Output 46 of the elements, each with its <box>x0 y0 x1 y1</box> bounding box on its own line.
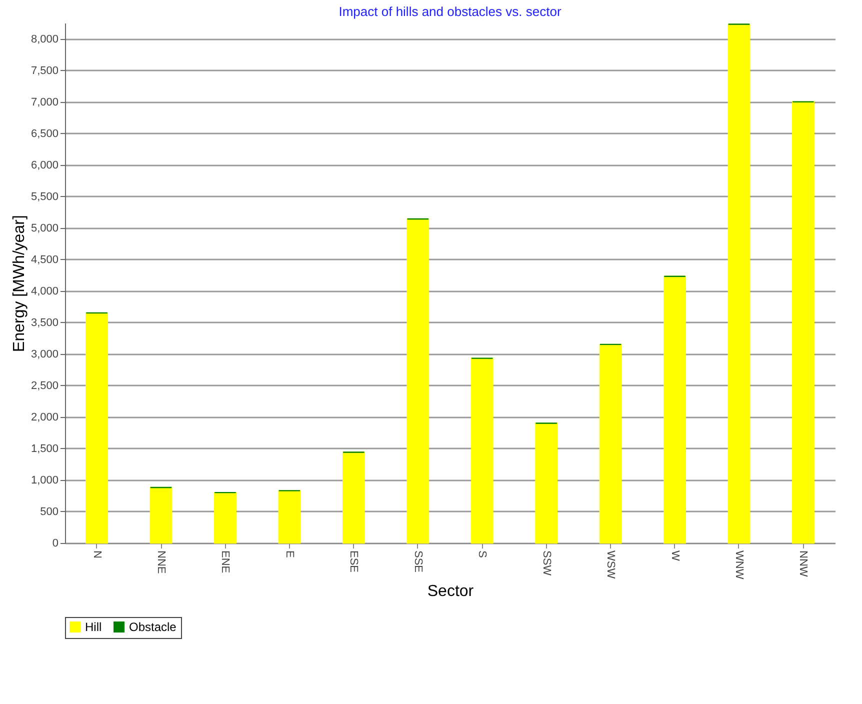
bar <box>342 452 365 544</box>
x-tick-label: NNE <box>155 550 168 574</box>
x-tick-label: SSW <box>540 550 552 576</box>
chart-title: Impact of hills and obstacles vs. sector <box>338 4 562 19</box>
bar <box>728 24 750 544</box>
y-tick-label: 3,000 <box>30 348 58 360</box>
x-tick-label: S <box>476 550 488 558</box>
y-tick-label: 0 <box>52 538 58 550</box>
x-tick-label: ENE <box>219 550 232 574</box>
y-axis-title: Energy [MWh/year] <box>10 215 28 352</box>
x-tick-label: NNW <box>797 550 810 578</box>
y-tick-label: 2,000 <box>30 411 58 424</box>
bar <box>278 490 301 544</box>
bar <box>470 358 494 544</box>
x-tick-label: WSW <box>604 550 617 580</box>
legend-label: Hill <box>85 620 102 634</box>
bar <box>214 492 236 544</box>
legend-label: Obstacle <box>129 620 177 634</box>
y-tick-label: 6,500 <box>30 128 58 140</box>
y-tick-label: 8,000 <box>30 33 58 46</box>
y-tick-label: 6,000 <box>30 159 58 172</box>
y-tick-label: 1,000 <box>30 474 58 486</box>
y-tick-label: 4,500 <box>30 254 58 266</box>
bar <box>792 101 814 544</box>
bar <box>664 276 686 544</box>
y-tick-label: 5,500 <box>30 190 58 203</box>
y-tick-label: 3,500 <box>30 316 58 329</box>
y-tick-label: 1,500 <box>30 442 58 455</box>
y-tick-label: 4,000 <box>30 285 58 298</box>
x-tick-label: N <box>90 550 103 558</box>
x-axis-title: Sector <box>427 583 474 600</box>
bar <box>599 344 622 544</box>
y-tick-label: 7,500 <box>30 64 58 77</box>
x-tick-label: ESE <box>348 550 360 573</box>
x-tick-label: SSE <box>412 550 424 573</box>
x-tick-label: W <box>668 550 681 562</box>
bar <box>535 422 558 544</box>
y-tick-label: 500 <box>40 506 58 518</box>
y-tick-label: 5,000 <box>30 222 58 234</box>
bar <box>86 312 108 544</box>
bar <box>150 486 172 544</box>
bar <box>406 218 430 544</box>
y-tick-label: 7,000 <box>30 96 58 108</box>
x-tick-label: WNW <box>732 550 745 580</box>
y-tick-label: 2,500 <box>30 380 58 392</box>
x-tick-label: E <box>283 550 296 558</box>
